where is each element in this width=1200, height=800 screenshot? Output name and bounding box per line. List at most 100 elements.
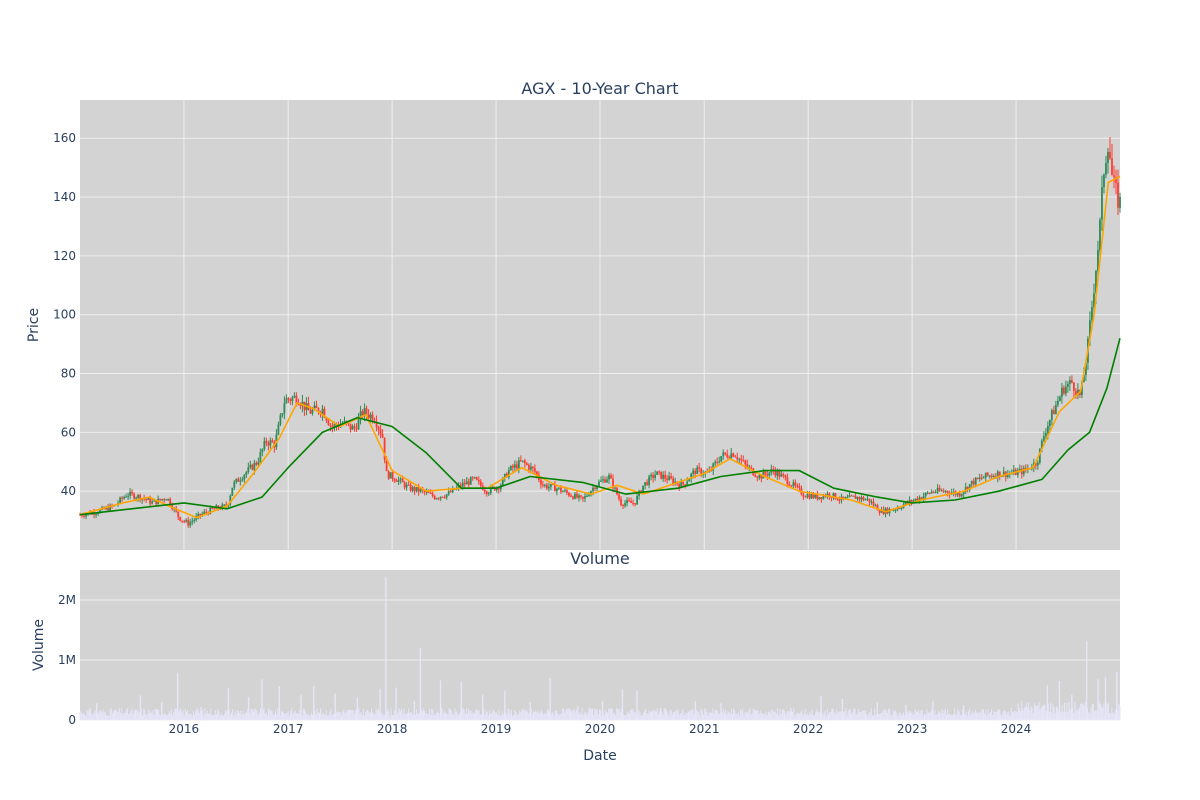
volume-bar (157, 709, 159, 720)
volume-bar (763, 713, 765, 720)
volume-bar (626, 712, 628, 720)
volume-bar (92, 714, 94, 720)
volume-bar (430, 714, 432, 720)
volume-bar (957, 709, 959, 720)
candle-body (986, 472, 989, 476)
volume-bar (271, 710, 273, 720)
volume-bar (486, 711, 488, 720)
volume-bar (253, 711, 255, 720)
volume-bar (140, 708, 142, 720)
candle-body (321, 408, 324, 415)
volume-bar (881, 712, 883, 720)
volume-bar-spike (636, 690, 638, 720)
candle-body (588, 495, 590, 497)
volume-bar (784, 710, 786, 720)
volume-bar (996, 710, 998, 720)
volume-bar (163, 712, 165, 720)
candle-body (469, 477, 472, 485)
volume-bar (347, 709, 349, 720)
volume-bar (344, 713, 346, 720)
volume-bar (848, 708, 850, 720)
volume-bar (425, 713, 427, 720)
volume-bar-spike (1085, 640, 1088, 720)
volume-bar-spike (905, 705, 907, 720)
volume-bar (556, 710, 558, 720)
candle-body (976, 477, 979, 479)
volume-bar (928, 712, 930, 720)
candle-body (1058, 396, 1061, 401)
volume-bar (731, 714, 733, 720)
candle-body (716, 461, 719, 463)
volume-bar (646, 713, 648, 720)
candle-body (1069, 380, 1071, 384)
volume-bar (927, 712, 929, 720)
candle-body (357, 418, 360, 430)
volume-bar (674, 712, 676, 720)
volume-bar (1100, 706, 1102, 720)
volume-bar (254, 709, 256, 720)
volume-bar (541, 709, 543, 720)
volume-bar (264, 713, 266, 720)
volume-bar-spike (439, 680, 442, 720)
candle-body (612, 478, 614, 489)
volume-bar (489, 710, 491, 720)
volume-bar (951, 714, 953, 720)
volume-bar (323, 714, 325, 720)
volume-bar (522, 708, 524, 720)
volume-bar (391, 715, 393, 720)
volume-bar (1055, 706, 1057, 720)
candle-body (429, 493, 432, 495)
volume-bar (1009, 715, 1011, 720)
volume-bar (1054, 712, 1056, 720)
candle-body (387, 471, 390, 479)
volume-bar (959, 715, 961, 720)
candle-body (533, 468, 536, 472)
candle-body (812, 494, 815, 498)
candle-body (880, 509, 883, 513)
volume-bar (1069, 709, 1071, 720)
candle-body (133, 493, 136, 499)
volume-bar-spike (1116, 672, 1118, 720)
candle-body (818, 497, 821, 500)
candle-body (938, 487, 941, 491)
candle-body (349, 423, 352, 430)
candle-body (864, 499, 867, 501)
candle-body (936, 487, 939, 492)
volume-bar (742, 708, 744, 720)
volume-bar (187, 710, 189, 720)
volume-bar (151, 712, 153, 720)
candle-body (383, 437, 386, 460)
candle-body (271, 440, 274, 443)
volume-bar (1037, 705, 1039, 720)
candle-body (451, 488, 454, 493)
volume-bar (955, 714, 957, 720)
candle-body (515, 464, 518, 469)
volume-bar (1010, 708, 1012, 720)
volume-bar-spike (755, 710, 757, 720)
volume-bar (1076, 708, 1078, 720)
volume-bar (524, 711, 526, 720)
candle-body (461, 482, 464, 487)
x-tick-label: 2018 (377, 722, 408, 736)
volume-bar (495, 712, 497, 720)
volume-bar (804, 709, 806, 720)
candle-body (918, 497, 921, 501)
volume-bar (209, 714, 211, 720)
volume-bar (367, 710, 369, 720)
candle-body (870, 501, 873, 503)
volume-bar (601, 715, 603, 720)
candle-body (996, 471, 999, 478)
candle-body (558, 487, 560, 489)
volume-bar (984, 713, 986, 720)
candle-body (135, 497, 138, 499)
volume-bar-spike (176, 673, 179, 720)
volume-bar (986, 715, 988, 720)
candle-body (381, 434, 384, 438)
volume-bar (350, 709, 352, 720)
volume-bar (358, 708, 360, 720)
volume-bar (583, 712, 585, 720)
candle-body (371, 414, 374, 421)
volume-bar (979, 712, 981, 720)
volume-bar (324, 714, 326, 720)
volume-bar (501, 711, 503, 720)
